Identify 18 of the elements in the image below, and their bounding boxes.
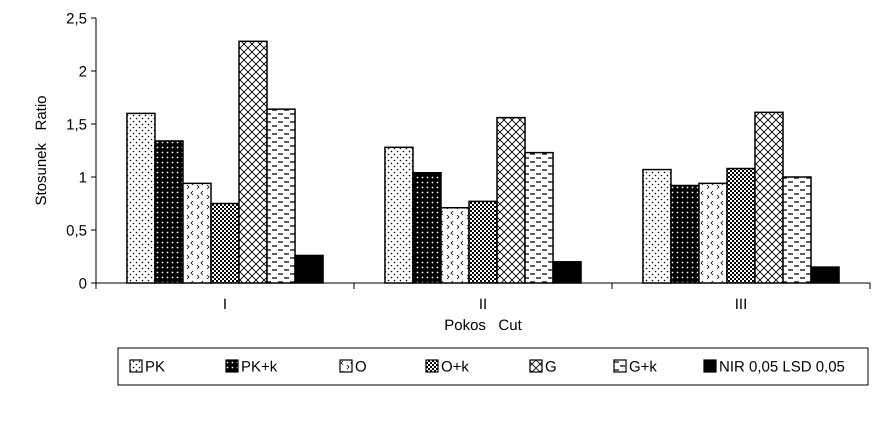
legend-label: PK <box>145 358 166 376</box>
legend-label: PK+k <box>241 358 278 376</box>
x-tick-label: III <box>734 296 748 313</box>
y-tick-label: 1 <box>78 169 87 186</box>
y-tick-label: 0 <box>78 275 87 292</box>
x-tick-label: II <box>478 296 488 313</box>
legend-label: G+k <box>629 358 658 376</box>
y-axis-title: Stosunek Ratio <box>33 95 50 206</box>
legend-label: G <box>545 358 557 376</box>
legend-label: NIR 0,05 LSD 0,05 <box>719 358 845 376</box>
x-tick-label: I <box>222 296 228 313</box>
legend-label: O <box>355 358 367 376</box>
x-axis-title: Pokos Cut <box>444 317 523 334</box>
y-tick-label: 2 <box>78 63 87 80</box>
y-tick-label: 0,5 <box>66 222 87 240</box>
y-tick-label: 1,5 <box>66 116 87 134</box>
y-tick-label: 2,5 <box>66 10 87 28</box>
legend-label: O+k <box>441 358 470 376</box>
